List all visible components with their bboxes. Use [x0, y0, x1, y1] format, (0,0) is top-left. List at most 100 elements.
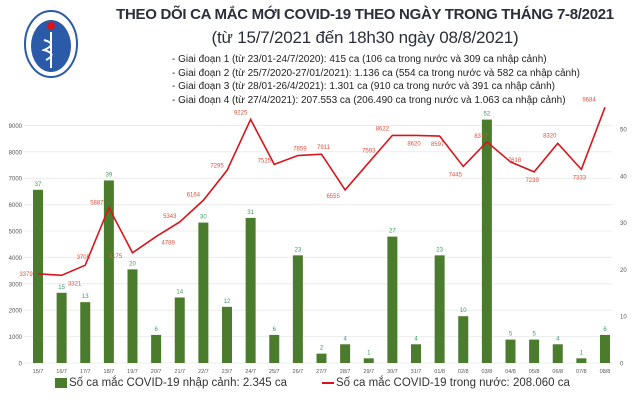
- line-data-label: 8597: [431, 142, 445, 148]
- x-axis-tick-label: 30/7: [387, 369, 398, 375]
- line-data-label: 7911: [317, 145, 331, 151]
- x-axis-tick-label: 06/8: [552, 369, 563, 375]
- bar: [222, 306, 232, 363]
- left-axis-tick-label: 8000: [9, 150, 23, 156]
- x-axis-tick-label: 19/7: [127, 369, 138, 375]
- line-data-label: 8320: [543, 133, 557, 139]
- right-axis-tick-label: 30: [620, 221, 627, 227]
- bar-data-label: 12: [224, 299, 231, 305]
- bar: [411, 344, 421, 363]
- x-axis-tick-label: 17/7: [80, 369, 91, 375]
- x-axis-tick-label: 21/7: [174, 369, 185, 375]
- x-axis-tick-label: 20/7: [151, 369, 162, 375]
- ministry-of-health-logo: [24, 10, 78, 78]
- line-data-label: 9225: [234, 110, 248, 116]
- bar: [292, 255, 303, 363]
- line-data-label: 8620: [407, 141, 421, 147]
- line-data-label: 7525: [258, 158, 272, 164]
- legend-item-domestic: Số ca mắc COVID-19 trong nước: 208.060 c…: [322, 377, 570, 389]
- bar-data-label: 15: [58, 285, 65, 291]
- bar-data-label: 4: [556, 336, 560, 342]
- bar: [505, 339, 516, 363]
- bar-data-label: 52: [484, 112, 491, 118]
- note-period-3: - Giai đoạn 3 (từ 28/01-26/4/2021): 1.30…: [172, 81, 555, 93]
- note-period-1: - Giai đoạn 1 (từ 23/01-24/7/2020): 415 …: [172, 54, 547, 65]
- bar-data-label: 4: [414, 336, 418, 342]
- bar: [340, 344, 351, 363]
- left-axis-tick-label: 4000: [9, 256, 23, 262]
- bar-data-label: 31: [247, 210, 254, 216]
- legend-swatch-bar: [55, 378, 67, 388]
- left-axis-tick-label: 2000: [9, 309, 23, 315]
- x-axis-tick-label: 07/8: [576, 369, 587, 375]
- bar-data-label: 30: [200, 215, 207, 221]
- chart-subtitle: (từ 15/7/2021 đến 18h30 ngày 08/8/2021): [211, 28, 519, 47]
- bar: [529, 339, 540, 363]
- x-axis-tick-label: 15/7: [33, 369, 44, 375]
- bar: [151, 334, 162, 363]
- line-data-label: 4789: [161, 241, 175, 247]
- line-data-label: 7859: [293, 147, 307, 153]
- bar-data-label: 6: [273, 327, 277, 333]
- left-axis-tick-label: 0: [19, 362, 23, 368]
- line-data-label: 7445: [449, 172, 463, 178]
- x-axis-tick-label: 22/7: [198, 369, 209, 375]
- line-data-label: 7333: [573, 175, 587, 181]
- line-data-label: 8622: [376, 126, 390, 132]
- legend-item-imported: Số ca mắc COVID-19 nhập cảnh: 2.345 ca: [55, 377, 287, 389]
- bar-data-label: 6: [154, 327, 158, 333]
- x-axis-tick-label: 16/7: [56, 369, 67, 375]
- right-axis-tick-label: 50: [620, 127, 627, 133]
- x-axis-tick-label: 31/7: [411, 369, 422, 375]
- bar: [387, 236, 398, 363]
- line-data-label: 4175: [109, 254, 123, 260]
- x-axis-tick-label: 04/8: [505, 369, 516, 375]
- line-data-label: 7618: [508, 158, 522, 164]
- left-axis-tick-label: 5000: [9, 230, 23, 236]
- bar: [174, 297, 185, 363]
- line-data-label: 7239: [525, 178, 539, 184]
- left-axis-tick-label: 9000: [9, 124, 23, 130]
- left-axis-tick-label: 3000: [9, 282, 23, 288]
- bar-data-label: 10: [460, 308, 467, 314]
- bar: [103, 180, 114, 363]
- x-axis-tick-label: 28/7: [340, 369, 351, 375]
- bar: [127, 269, 138, 363]
- x-axis-tick-label: 26/7: [293, 369, 304, 375]
- line-series: [37, 107, 606, 277]
- x-axis-tick-label: 05/8: [529, 369, 540, 375]
- bar: [269, 334, 280, 363]
- x-axis-tick-label: 23/7: [222, 369, 233, 375]
- line-data-label: 3379: [19, 272, 33, 278]
- x-axis-tick-label: 29/7: [363, 369, 374, 375]
- bar: [245, 217, 256, 363]
- bar: [552, 344, 563, 363]
- line-data-label: 8377: [474, 134, 488, 140]
- note-period-2: - Giai đoạn 2 (từ 25/7/2020-27/01/2021):…: [172, 67, 580, 79]
- right-axis-tick-label: 20: [620, 268, 627, 274]
- left-axis-tick-label: 7000: [9, 177, 23, 183]
- line-data-label: 7295: [210, 163, 224, 169]
- line-data-label: 7593: [362, 149, 376, 155]
- line-data-label: 6164: [187, 192, 201, 198]
- bar-data-label: 27: [389, 229, 396, 235]
- bar: [600, 334, 610, 363]
- bar-data-label: 4: [343, 336, 347, 342]
- right-axis-tick-label: 10: [620, 315, 627, 321]
- bar: [576, 358, 587, 363]
- note-period-4: - Giai đoạn 4 (từ 27/4/2021): 207.553 ca…: [172, 94, 566, 106]
- bar: [363, 358, 374, 363]
- legend-swatch-line: [322, 382, 334, 384]
- x-axis-tick-label: 03/8: [482, 369, 493, 375]
- bar: [56, 292, 67, 363]
- x-axis-tick-label: 27/7: [316, 369, 327, 375]
- bar-data-label: 6: [603, 327, 607, 333]
- legend-label-domestic: Số ca mắc COVID-19 trong nước: 208.060 c…: [336, 377, 570, 389]
- line-data-label: 5343: [163, 214, 177, 220]
- bar-data-label: 1: [580, 350, 584, 356]
- line-data-label: 3321: [68, 281, 82, 287]
- right-axis-tick-label: 40: [620, 174, 627, 180]
- bar-data-label: 5: [509, 332, 513, 338]
- bar: [33, 189, 43, 363]
